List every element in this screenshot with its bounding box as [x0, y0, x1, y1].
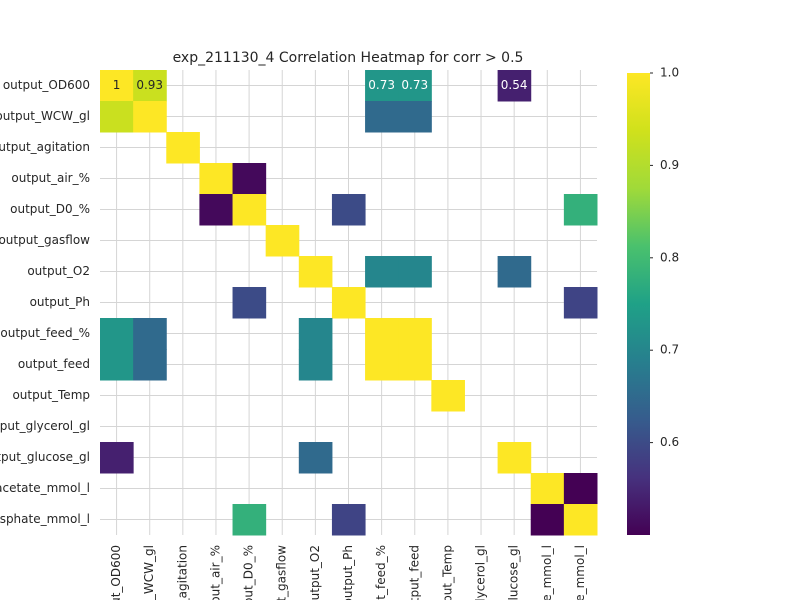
heatmap-cell [431, 380, 465, 412]
colorbar-tick-label: 0.7 [660, 343, 679, 357]
heatmap-cell [365, 101, 399, 133]
heatmap-cell [100, 442, 134, 474]
heatmap-cell [331, 287, 366, 319]
x-tick-label: output_acetate_mmol_l [540, 545, 554, 600]
heatmap-cell [232, 504, 267, 536]
heatmap-cell [265, 225, 300, 257]
heatmap-cell [331, 194, 366, 226]
heatmap-cell [331, 504, 366, 536]
cell-label: 0.73 [368, 78, 395, 92]
heatmap-cell [133, 70, 167, 102]
colorbar-tick-label: 0.6 [660, 435, 679, 449]
heatmap-cell [398, 256, 432, 288]
y-tick-label: output_Ph [30, 295, 90, 309]
x-tick-label: output_glycerol_gl [474, 545, 488, 600]
heatmap-cell [298, 318, 333, 350]
y-tick-label: output_agitation [0, 140, 90, 154]
y-tick-label: output_O2 [27, 264, 90, 278]
heatmap-cell [133, 101, 167, 133]
heatmap-cell [133, 349, 167, 381]
heatmap-cell [298, 256, 333, 288]
heatmap-cell [365, 256, 399, 288]
heatmap-cell [232, 163, 267, 195]
x-tick-label: output_Temp [440, 545, 454, 600]
x-tick-label: output_Ph [341, 545, 355, 600]
heatmap-cell [530, 504, 565, 536]
heatmap-cell [365, 349, 399, 381]
x-tick-label: output_feed [407, 545, 421, 600]
heatmap-cell [563, 473, 598, 505]
y-tick-label: output_Temp [12, 388, 90, 402]
heatmap-cell [398, 70, 432, 102]
heatmap-cell [199, 163, 234, 195]
heatmap-cell [199, 194, 234, 226]
heatmap-cell [166, 132, 200, 164]
cell-label: 0.54 [501, 78, 528, 92]
y-tick-label: output_WCW_gl [0, 109, 90, 123]
heatmap-cell [563, 287, 598, 319]
x-tick-label: output_O2 [308, 545, 322, 600]
heatmap-cell [563, 194, 598, 226]
heatmap-cell [100, 101, 134, 133]
cell-label: 1 [113, 78, 121, 92]
x-tick-label: output_OD600 [109, 545, 123, 600]
y-tick-label: output_air_% [11, 171, 90, 185]
heatmap-cell [298, 349, 333, 381]
colorbar-tick-label: 0.9 [660, 158, 679, 172]
heatmap-cell [232, 194, 267, 226]
heatmap-cell [100, 318, 134, 350]
y-tick-label: output_gasflow [0, 233, 90, 247]
heatmap-cell [398, 349, 432, 381]
heatmap-cell [497, 442, 532, 474]
x-tick-label: output_agitation [175, 545, 189, 600]
x-tick-label: output_air_% [208, 545, 222, 600]
heatmap-cell [398, 318, 432, 350]
x-tick-label: output_D0_% [242, 545, 256, 600]
cell-label: 0.93 [136, 78, 163, 92]
y-tick-label: output_glucose_gl [0, 450, 90, 464]
y-tick-label: output_glycerol_gl [0, 419, 90, 433]
y-tick-label: output_feed_% [0, 326, 90, 340]
heatmap-cell [365, 70, 399, 102]
y-tick-label: output_D0_% [10, 202, 90, 216]
x-tick-label: output_WCW_gl [142, 545, 156, 600]
x-tick-label: output_gasflow [275, 545, 289, 600]
heatmap-cell [497, 70, 532, 102]
x-tick-label: output_phosphate_mmol_l [573, 545, 587, 600]
y-tick-label: output_feed [18, 357, 90, 371]
chart-title: exp_211130_4 Correlation Heatmap for cor… [173, 50, 524, 66]
colorbar-tick-label: 0.8 [660, 250, 679, 264]
cell-label: 0.73 [401, 78, 428, 92]
heatmap-cell [232, 287, 267, 319]
heatmap-cell [365, 318, 399, 350]
heatmap-cell [398, 101, 432, 133]
heatmap-cell [563, 504, 598, 536]
heatmap-cell [298, 442, 333, 474]
colorbar [627, 73, 650, 535]
heatmap-cell [133, 318, 167, 350]
heatmap-cell [100, 70, 134, 102]
colorbar-tick-label: 1.0 [660, 66, 679, 80]
heatmap-cell [100, 349, 134, 381]
heatmap-cell [530, 473, 565, 505]
x-tick-label: output_feed_% [374, 545, 388, 600]
heatmap-cell [497, 256, 532, 288]
y-tick-label: output_phosphate_mmol_l [0, 512, 90, 526]
y-tick-label: output_OD600 [3, 78, 90, 92]
y-tick-label: output_acetate_mmol_l [0, 481, 90, 495]
x-tick-label: output_glucose_gl [507, 545, 521, 600]
